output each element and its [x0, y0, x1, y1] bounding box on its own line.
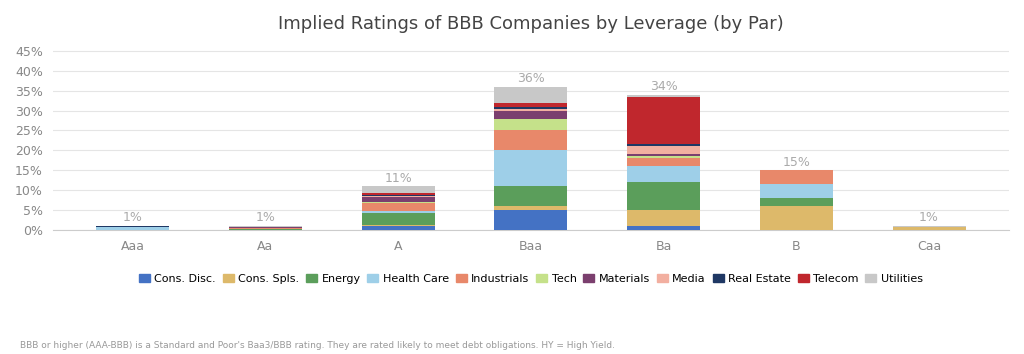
- Bar: [760, 184, 833, 198]
- Bar: [760, 198, 833, 206]
- Bar: [627, 144, 700, 147]
- Bar: [361, 203, 434, 211]
- Bar: [96, 227, 169, 230]
- Bar: [361, 226, 434, 230]
- Text: 34%: 34%: [649, 80, 678, 93]
- Bar: [495, 206, 567, 210]
- Text: 36%: 36%: [517, 72, 545, 85]
- Bar: [893, 226, 966, 227]
- Text: 1%: 1%: [920, 211, 939, 224]
- Bar: [361, 195, 434, 196]
- Bar: [495, 103, 567, 107]
- Bar: [495, 150, 567, 186]
- Bar: [627, 182, 700, 210]
- Bar: [495, 109, 567, 110]
- Bar: [893, 227, 966, 230]
- Bar: [228, 226, 302, 227]
- Text: 11%: 11%: [384, 172, 412, 184]
- Bar: [361, 211, 434, 213]
- Bar: [495, 186, 567, 206]
- Bar: [361, 186, 434, 193]
- Bar: [228, 229, 302, 230]
- Text: 15%: 15%: [782, 156, 810, 169]
- Bar: [627, 95, 700, 97]
- Bar: [495, 131, 567, 150]
- Text: 1%: 1%: [123, 211, 142, 224]
- Bar: [627, 97, 700, 144]
- Legend: Cons. Disc., Cons. Spls., Energy, Health Care, Industrials, Tech, Materials, Med: Cons. Disc., Cons. Spls., Energy, Health…: [134, 269, 928, 288]
- Text: BBB or higher (AAA-BBB) is a Standard and Poor's Baa3/BBB rating. They are rated: BBB or higher (AAA-BBB) is a Standard an…: [20, 342, 615, 350]
- Bar: [361, 225, 434, 226]
- Bar: [228, 228, 302, 229]
- Bar: [627, 158, 700, 166]
- Title: Implied Ratings of BBB Companies by Leverage (by Par): Implied Ratings of BBB Companies by Leve…: [278, 15, 783, 33]
- Bar: [495, 110, 567, 119]
- Bar: [495, 119, 567, 131]
- Bar: [361, 196, 434, 197]
- Bar: [495, 107, 567, 109]
- Bar: [627, 154, 700, 156]
- Bar: [627, 226, 700, 230]
- Bar: [361, 202, 434, 203]
- Text: 1%: 1%: [255, 211, 275, 224]
- Bar: [627, 156, 700, 158]
- Bar: [361, 213, 434, 225]
- Bar: [760, 170, 833, 184]
- Bar: [361, 197, 434, 202]
- Bar: [96, 226, 169, 227]
- Bar: [627, 210, 700, 226]
- Bar: [495, 210, 567, 230]
- Bar: [760, 206, 833, 230]
- Bar: [361, 193, 434, 195]
- Bar: [495, 87, 567, 103]
- Bar: [228, 227, 302, 228]
- Bar: [627, 166, 700, 182]
- Bar: [627, 147, 700, 154]
